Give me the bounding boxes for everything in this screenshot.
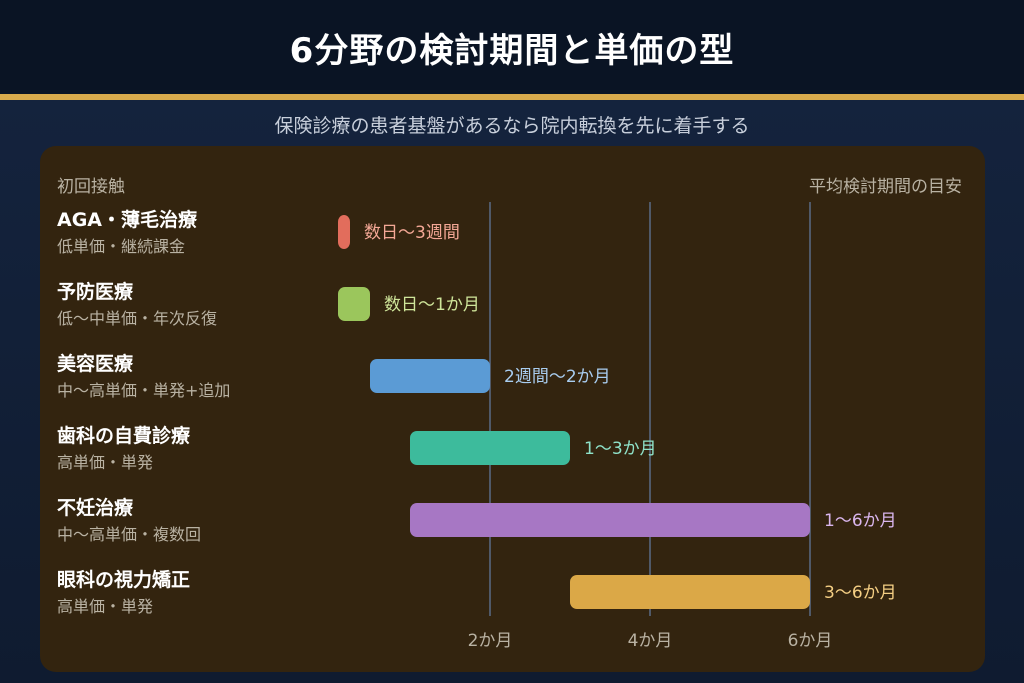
category-subtitle: 高単価・単発: [57, 453, 153, 472]
page-title: 6分野の検討期間と単価の型: [289, 30, 735, 71]
category-subtitle: 低〜中単価・年次反復: [57, 309, 217, 328]
x-tick-label: 4か月: [628, 631, 673, 651]
x-tick-label: 2か月: [468, 631, 513, 651]
duration-label: 数日〜1か月: [384, 295, 480, 315]
category-name: AGA・薄毛治療: [57, 208, 198, 231]
chart-panel: [40, 146, 985, 672]
left-column-header: 初回接触: [57, 177, 125, 197]
subtitle: 保険診療の患者基盤があるなら院内転換を先に着手する: [274, 115, 750, 137]
duration-bar: [570, 575, 810, 609]
category-name: 美容医療: [57, 352, 134, 375]
category-subtitle: 中〜高単価・単発+追加: [57, 381, 230, 400]
title-divider: [0, 94, 1024, 100]
duration-label: 3〜6か月: [824, 583, 897, 603]
duration-bar: [410, 503, 810, 537]
category-subtitle: 低単価・継続課金: [57, 237, 185, 256]
x-tick-label: 6か月: [788, 631, 833, 651]
category-name: 眼科の視力矯正: [57, 568, 190, 591]
duration-bar: [338, 215, 350, 249]
duration-bar: [370, 359, 490, 393]
category-name: 歯科の自費診療: [57, 424, 191, 447]
header-bar: [0, 0, 1024, 94]
duration-bar: [338, 287, 370, 321]
duration-bar: [410, 431, 570, 465]
duration-label: 1〜3か月: [584, 439, 657, 459]
category-name: 不妊治療: [57, 496, 134, 519]
duration-label: 数日〜3週間: [364, 223, 460, 243]
duration-label: 1〜6か月: [824, 511, 897, 531]
category-subtitle: 高単価・単発: [57, 597, 153, 616]
category-subtitle: 中〜高単価・複数回: [57, 525, 201, 544]
right-column-header: 平均検討期間の目安: [809, 177, 962, 197]
category-name: 予防医療: [57, 280, 134, 303]
duration-label: 2週間〜2か月: [504, 367, 611, 387]
